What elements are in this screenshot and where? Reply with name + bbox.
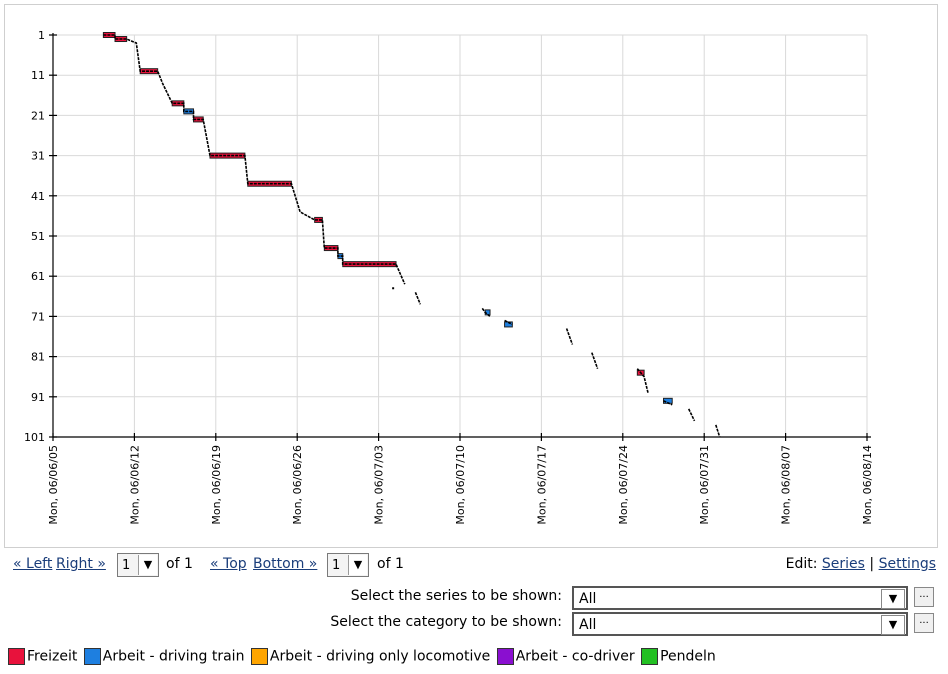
y-tick-label: 31 xyxy=(31,150,45,163)
activity-trace xyxy=(103,34,406,285)
y-tick-label: 101 xyxy=(24,431,45,444)
activity-trace xyxy=(663,400,673,406)
x-tick-label: Mon, 06/07/17 xyxy=(535,445,548,525)
series-select[interactable]: All ▼ xyxy=(572,586,908,610)
y-tick-label: 61 xyxy=(31,270,45,283)
y-tick-label: 81 xyxy=(31,351,45,364)
chart-legend: Freizeit Arbeit - driving train Arbeit -… xyxy=(8,648,718,670)
legend-label: Arbeit - driving only locomotive xyxy=(269,648,491,665)
x-tick-label: Mon, 06/07/24 xyxy=(617,445,630,525)
legend-label: Pendeln xyxy=(660,648,716,665)
category-more-button[interactable]: ... xyxy=(914,613,934,633)
horizontal-page-select[interactable]: 1 ▼ xyxy=(117,553,159,577)
x-tick-label: Mon, 06/06/19 xyxy=(210,445,223,525)
y-tick-label: 91 xyxy=(31,391,45,404)
x-tick-label: Mon, 06/08/14 xyxy=(861,445,874,525)
scroll-top-link[interactable]: « Top xyxy=(210,556,247,572)
legend-swatch xyxy=(250,648,268,665)
legend-label: Freizeit xyxy=(27,648,78,665)
chart-panel: 1 11 21 31 41 51 61 71 81 91 101 Mon, 06/06/05 Mon, … xyxy=(4,4,938,548)
edit-series-link[interactable]: Series xyxy=(821,556,865,572)
x-tick-label: Mon, 06/07/31 xyxy=(698,445,711,525)
x-tick-label: Mon, 06/08/07 xyxy=(780,445,793,525)
activity-trace xyxy=(565,328,574,345)
series-select-value: All xyxy=(579,591,597,607)
vertical-page-select[interactable]: 1 ▼ xyxy=(327,553,369,577)
chevron-down-icon: ▼ xyxy=(881,615,905,635)
vertical-page-count: of 1 xyxy=(377,556,404,572)
legend-label: Arbeit - co-driver xyxy=(515,648,635,665)
edit-settings-link[interactable]: Settings xyxy=(878,556,936,572)
category-select[interactable]: All ▼ xyxy=(572,612,908,636)
y-tick-label: 21 xyxy=(31,109,45,122)
x-tick-label: Mon, 06/07/03 xyxy=(373,445,386,525)
series-select-label: Select the series to be shown: xyxy=(350,588,562,604)
legend-swatch xyxy=(641,648,659,665)
y-tick-label: 41 xyxy=(31,190,45,203)
pagination-bar: « Left Right » 1 ▼ of 1 « Top Bottom » 1… xyxy=(0,553,948,581)
data-point xyxy=(392,287,395,290)
legend-swatch xyxy=(83,648,101,665)
y-tick-label: 1 xyxy=(38,29,45,42)
vertical-page-value: 1 xyxy=(332,558,341,573)
activity-trace xyxy=(636,368,649,393)
legend-swatch xyxy=(8,648,25,665)
activity-trace xyxy=(591,352,599,369)
activity-trace xyxy=(504,319,513,326)
series-selector-row: Select the series to be shown: All ▼ ... xyxy=(0,586,948,610)
legend-swatch xyxy=(496,648,514,665)
activity-trace xyxy=(481,307,491,318)
y-tick-label: 11 xyxy=(31,69,45,82)
category-select-label: Select the category to be shown: xyxy=(330,614,562,630)
interval-bar xyxy=(314,216,323,223)
legend-item-arbeit-driving-train: Arbeit - driving train xyxy=(83,648,245,665)
edit-label: Edit: xyxy=(785,556,818,572)
legend-item-arbeit-driving-only-locomotive: Arbeit - driving only locomotive xyxy=(250,648,491,665)
chevron-down-icon: ▼ xyxy=(881,589,905,609)
x-tick-label: Mon, 06/06/05 xyxy=(47,445,60,525)
chevron-down-icon: ▼ xyxy=(348,555,367,575)
activity-trace xyxy=(715,424,721,438)
edit-links: Edit: Series | Settings xyxy=(786,556,936,572)
y-tick-label: 71 xyxy=(31,310,45,323)
y-tick-label: 51 xyxy=(31,230,45,243)
activity-trace xyxy=(687,408,696,422)
category-select-value: All xyxy=(579,617,597,633)
category-selector-row: Select the category to be shown: All ▼ .… xyxy=(0,612,948,636)
chevron-down-icon: ▼ xyxy=(138,555,157,575)
x-tick-label: Mon, 06/06/26 xyxy=(291,445,304,525)
edit-separator: | xyxy=(869,556,875,572)
legend-item-freizeit: Freizeit xyxy=(8,648,77,665)
scroll-left-link[interactable]: « Left xyxy=(13,556,53,572)
activity-trace xyxy=(414,291,422,305)
legend-item-pendeln: Pendeln xyxy=(641,648,716,665)
x-tick-label: Mon, 06/06/12 xyxy=(128,445,141,525)
legend-item-arbeit-co-driver: Arbeit - co-driver xyxy=(496,648,635,665)
x-tick-label: Mon, 06/07/10 xyxy=(454,445,467,525)
legend-label: Arbeit - driving train xyxy=(102,648,245,665)
scroll-right-link[interactable]: Right » xyxy=(56,556,106,572)
horizontal-page-count: of 1 xyxy=(166,556,193,572)
horizontal-page-value: 1 xyxy=(122,558,131,573)
series-more-button[interactable]: ... xyxy=(914,587,934,607)
scroll-bottom-link[interactable]: Bottom » xyxy=(253,556,318,572)
